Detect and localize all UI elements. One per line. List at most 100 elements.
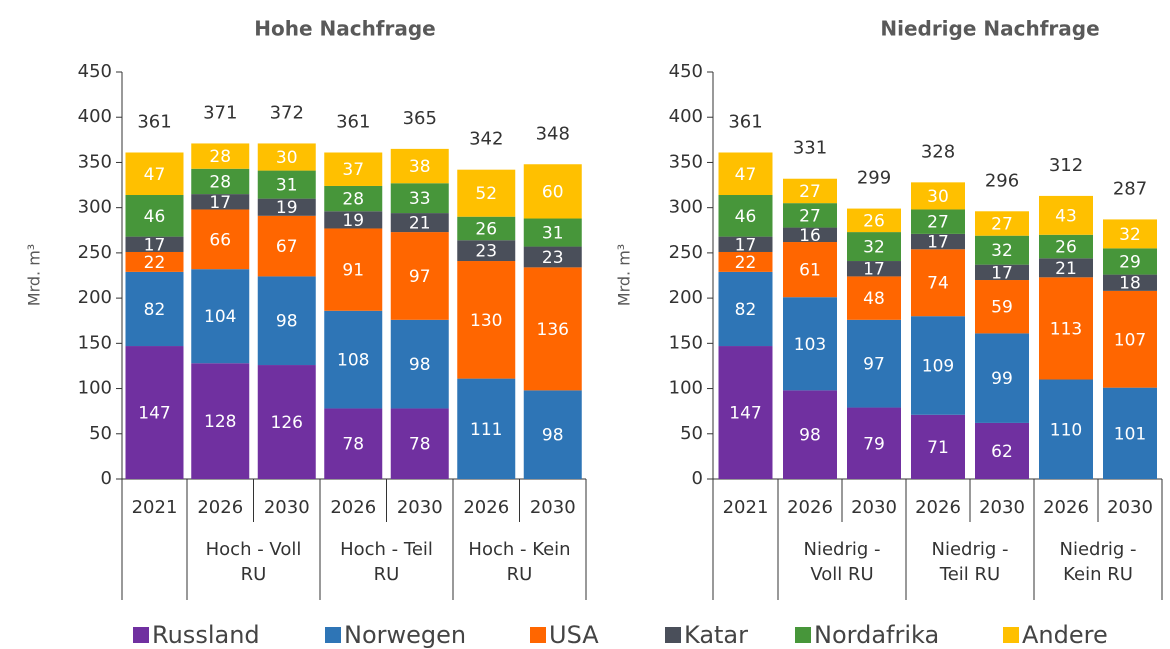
group-label: Niedrig - — [803, 539, 880, 560]
data-label: 31 — [542, 224, 564, 244]
bar-segment — [847, 276, 901, 320]
bar-segment — [911, 233, 965, 250]
data-label: 46 — [735, 207, 757, 227]
x-tick-label: 2026 — [463, 497, 509, 518]
data-label: 46 — [144, 207, 166, 227]
y-tick-label: 350 — [78, 151, 112, 172]
bar-segment — [125, 271, 184, 347]
data-label: 82 — [144, 300, 166, 320]
bar-segment — [390, 213, 449, 233]
data-label: 23 — [542, 248, 564, 268]
data-label: 22 — [735, 253, 757, 273]
data-label: 27 — [799, 182, 821, 202]
data-label: 47 — [144, 165, 166, 185]
bar-segment — [847, 319, 901, 408]
data-label: 47 — [735, 165, 757, 185]
data-label: 52 — [475, 184, 497, 204]
data-label: 98 — [799, 426, 821, 446]
bar-segment — [324, 185, 383, 212]
bar-segment — [911, 182, 965, 210]
group-label: Hoch - Kein — [468, 539, 570, 560]
x-tick-label: 2026 — [330, 497, 376, 518]
bar-segment — [457, 169, 516, 217]
data-label: 37 — [342, 160, 364, 180]
bar-segment — [191, 168, 250, 195]
data-label: 147 — [729, 404, 761, 424]
bar-segment — [783, 390, 837, 479]
data-label: 26 — [475, 219, 497, 239]
x-tick-label: 2030 — [851, 497, 897, 518]
bar-segment — [975, 235, 1029, 265]
bar-segment — [975, 422, 1029, 479]
data-label: 130 — [470, 311, 502, 331]
bar-segment — [523, 267, 582, 391]
legend-swatch — [530, 627, 546, 643]
bar-segment — [718, 271, 773, 347]
total-label: 287 — [1113, 178, 1147, 199]
y-tick-label: 450 — [669, 61, 703, 82]
bar-segment — [191, 143, 250, 169]
bar-segment — [390, 232, 449, 320]
x-tick-label: 2030 — [1107, 497, 1153, 518]
bar-segment — [523, 390, 582, 479]
bar-segment — [257, 365, 316, 479]
data-label: 107 — [1114, 330, 1146, 350]
data-label: 23 — [475, 242, 497, 262]
total-label: 312 — [1049, 155, 1083, 176]
bar-segment — [911, 414, 965, 479]
data-label: 21 — [1055, 259, 1077, 279]
bar-segment — [718, 346, 773, 479]
legend-label: Katar — [684, 621, 748, 649]
total-label: 348 — [536, 123, 570, 144]
legend-label: Andere — [1022, 621, 1108, 649]
bar-segment — [257, 198, 316, 216]
data-label: 48 — [863, 289, 885, 309]
x-tick-label: 2021 — [132, 497, 178, 518]
data-label: 17 — [735, 235, 757, 255]
bar-segment — [390, 183, 449, 214]
data-label: 71 — [927, 438, 949, 458]
bar-segment — [1039, 277, 1093, 380]
data-label: 108 — [337, 351, 369, 371]
bar-segment — [783, 227, 837, 243]
data-label: 98 — [542, 426, 564, 446]
bar-segment — [457, 261, 516, 379]
bar-segment — [783, 297, 837, 391]
data-label: 22 — [144, 253, 166, 273]
data-label: 18 — [1119, 274, 1141, 294]
data-label: 101 — [1114, 424, 1146, 444]
data-label: 67 — [276, 237, 298, 257]
bar-segment — [1039, 234, 1093, 259]
legend-swatch — [795, 627, 811, 643]
bar-segment — [457, 240, 516, 262]
bar-segment — [783, 203, 837, 228]
total-label: 372 — [270, 102, 304, 123]
data-label: 30 — [276, 148, 298, 168]
data-label: 17 — [209, 193, 231, 213]
total-label: 299 — [857, 168, 891, 189]
bar-segment — [847, 208, 901, 233]
y-tick-label: 50 — [680, 423, 703, 444]
bar-segment — [324, 152, 383, 186]
bar-segment — [1103, 219, 1157, 249]
y-tick-label: 100 — [669, 378, 703, 399]
bar-segment — [257, 215, 316, 277]
x-tick-label: 2030 — [530, 497, 576, 518]
x-tick-label: 2021 — [723, 497, 769, 518]
data-label: 19 — [342, 211, 364, 231]
bar-segment — [975, 264, 1029, 281]
data-label: 113 — [1050, 319, 1082, 339]
y-tick-label: 150 — [669, 332, 703, 353]
total-label: 361 — [336, 111, 370, 132]
group-label: Voll RU — [810, 564, 873, 585]
data-label: 82 — [735, 300, 757, 320]
data-label: 99 — [991, 369, 1013, 389]
data-label: 16 — [799, 226, 821, 246]
data-label: 26 — [1055, 238, 1077, 258]
data-label: 32 — [863, 238, 885, 258]
data-label: 43 — [1055, 206, 1077, 226]
bar-segment — [911, 249, 965, 317]
bar-segment — [523, 218, 582, 247]
data-label: 78 — [409, 435, 431, 455]
data-label: 17 — [863, 260, 885, 280]
